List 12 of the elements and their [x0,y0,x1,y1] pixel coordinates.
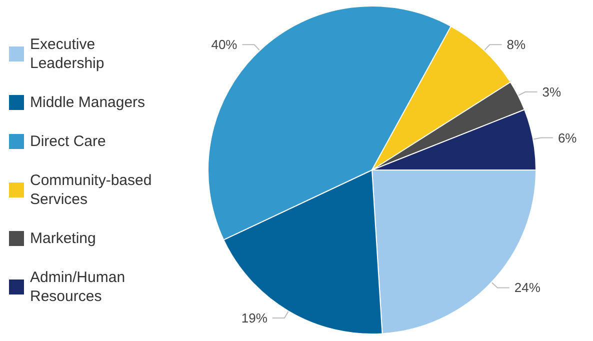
legend-label: Direct Care [30,133,106,150]
data-label: 40% [211,37,238,52]
data-label: 6% [558,130,578,146]
data-label: 8% [506,37,526,52]
data-label: 24% [514,280,541,296]
data-label: 3% [542,84,562,100]
legend-label: Middle Managers [30,94,146,111]
legend-label: Marketing [30,230,96,247]
legend-label: Executive Leadership [30,36,104,72]
legend-label: Admin/Human Resources [30,269,130,305]
data-label: 19% [241,310,268,326]
legend-label: Community-based Services [30,172,156,208]
